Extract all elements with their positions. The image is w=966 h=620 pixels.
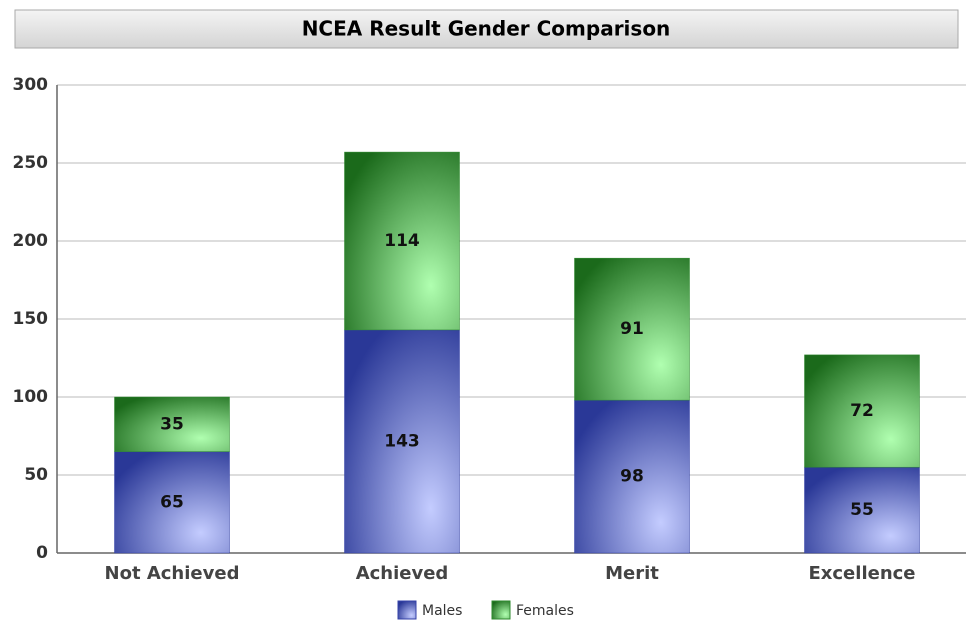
legend-swatch <box>491 600 511 620</box>
legend-swatch <box>397 600 417 620</box>
bar-segment <box>574 257 690 401</box>
data-label: 65 <box>160 492 184 512</box>
y-tick-label: 100 <box>13 387 49 407</box>
x-tick-label: Achieved <box>356 563 449 584</box>
data-label: 91 <box>620 319 644 339</box>
y-tick-label: 300 <box>13 75 49 95</box>
bar-segment <box>114 396 230 452</box>
bar-segment <box>574 399 690 554</box>
legend-label: Females <box>516 603 574 619</box>
title-box <box>14 9 959 49</box>
y-tick-label: 50 <box>24 465 48 485</box>
bar-segment <box>804 354 920 468</box>
bar-segment <box>804 466 920 554</box>
data-label: 143 <box>384 431 420 451</box>
x-tick-label: Not Achieved <box>105 563 240 584</box>
bar-segment <box>114 451 230 554</box>
data-label: 55 <box>850 500 874 520</box>
y-tick-label: 0 <box>36 543 48 563</box>
data-label: 72 <box>850 401 874 421</box>
data-label: 35 <box>160 414 184 434</box>
chart-title: NCEA Result Gender Comparison <box>302 17 671 41</box>
bar-segment <box>344 151 460 331</box>
y-tick-label: 250 <box>13 153 49 173</box>
y-tick-label: 150 <box>13 309 49 329</box>
bar-segment <box>344 329 460 554</box>
y-tick-label: 200 <box>13 231 49 251</box>
x-tick-label: Excellence <box>808 563 915 584</box>
legend-label: Males <box>422 603 462 619</box>
data-label: 114 <box>384 231 420 251</box>
x-tick-label: Merit <box>605 563 659 584</box>
data-label: 98 <box>620 467 644 487</box>
